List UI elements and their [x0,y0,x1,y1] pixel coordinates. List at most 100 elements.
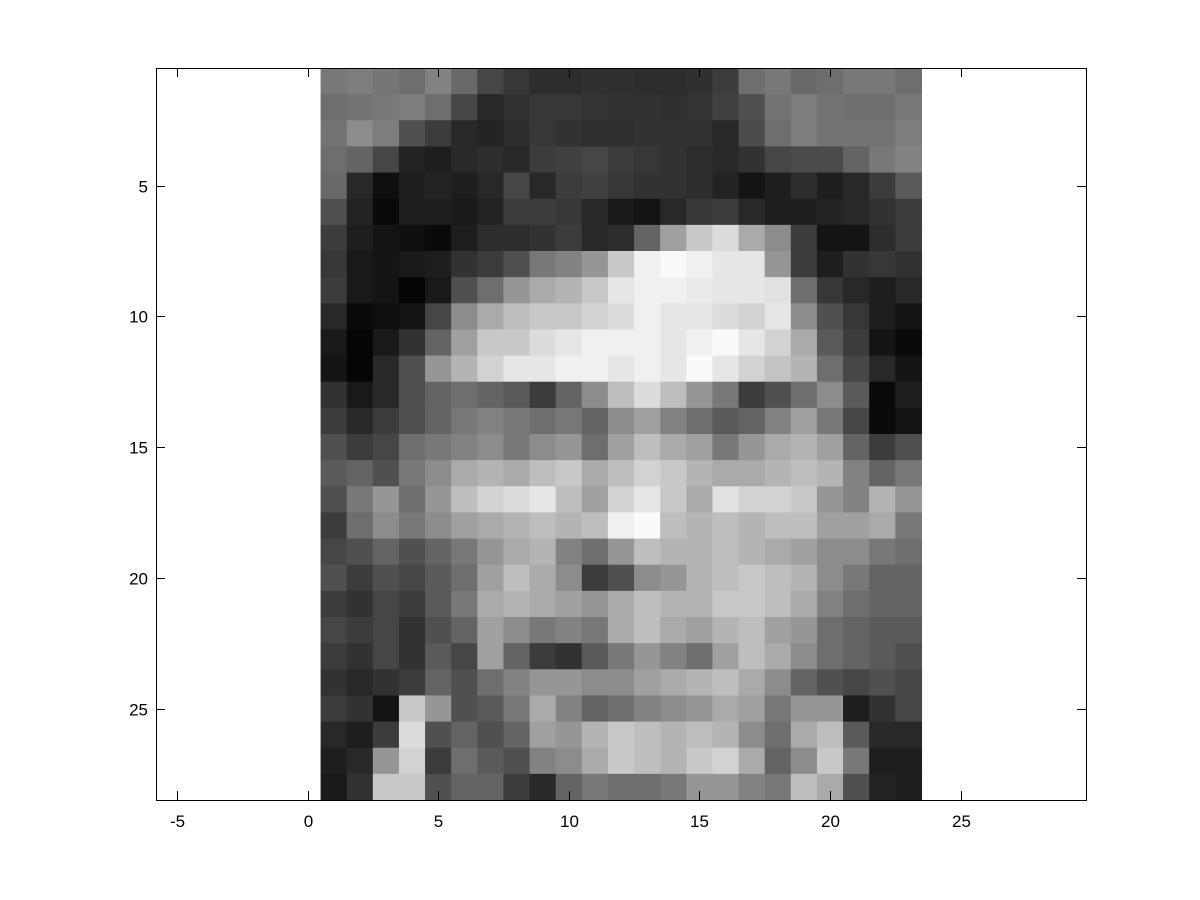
heatmap-cell [320,172,348,200]
heatmap-cell [869,224,896,252]
heatmap-cell [790,120,818,148]
heatmap-cell [895,68,923,95]
heatmap-cell [790,617,818,644]
heatmap-cell [372,381,400,409]
heatmap-cell [738,172,766,200]
heatmap-cell [555,460,583,487]
heatmap-cell [503,172,531,200]
heatmap-cell [869,120,896,148]
heatmap-cell [581,747,609,775]
heatmap-cell [503,721,531,749]
heatmap-cell [764,617,792,644]
heatmap-cell [503,120,531,148]
heatmap-cell [372,120,400,148]
heatmap-cell [555,512,583,540]
heatmap-cell [503,669,531,697]
heatmap-cell [346,198,374,226]
heatmap-cell [346,120,374,148]
heatmap-cell [843,355,870,383]
heatmap-cell [346,512,374,540]
heatmap-cell [503,617,531,644]
heatmap-cell [346,407,374,435]
heatmap-cell [477,329,505,357]
heatmap-cell [634,669,661,697]
heatmap-cell [712,721,740,749]
heatmap-cell [660,564,687,592]
heatmap-cell [816,721,844,749]
heatmap-cell [843,303,870,331]
heatmap-cell [581,120,609,148]
heatmap-cell [790,538,818,566]
heatmap-cell [425,721,452,749]
heatmap-cell [869,617,896,644]
heatmap-cell [869,68,896,95]
heatmap-cell [790,564,818,592]
heatmap-cell [529,747,557,775]
heatmap-cell [398,277,426,304]
heatmap-cell [320,407,348,435]
heatmap-cell [451,407,478,435]
heatmap-cell [555,355,583,383]
axis-ticks [156,68,1086,800]
heatmap-cell [451,669,478,697]
heatmap-cell [843,669,870,697]
heatmap-cell [425,146,452,174]
heatmap-cell [738,329,766,357]
heatmap-cell [816,277,844,304]
heatmap-cell [346,146,374,174]
heatmap-cell [843,146,870,174]
heatmap-cell [398,407,426,435]
heatmap-cell [790,747,818,775]
heatmap-cell [712,669,740,697]
heatmap-cell [738,695,766,723]
heatmap-cell [764,460,792,487]
heatmap-cell [320,617,348,644]
heatmap-cell [503,224,531,252]
heatmap-cell [738,721,766,749]
heatmap-cell [451,224,478,252]
heatmap-cell [869,277,896,304]
heatmap-cell [320,695,348,723]
heatmap-cell [660,94,687,121]
heatmap-cell [529,120,557,148]
heatmap-cell [346,721,374,749]
heatmap-cell [477,198,505,226]
heatmap-cell [581,773,609,801]
heatmap-cell [555,669,583,697]
heatmap-cell [477,643,505,670]
heatmap-cell [738,68,766,95]
heatmap-cell [686,277,714,304]
heatmap-cell [581,538,609,566]
heatmap-cell [816,407,844,435]
heatmap-cell [607,198,635,226]
heatmap-cell [320,94,348,121]
heatmap-cell [816,120,844,148]
heatmap-cell [398,695,426,723]
heatmap-cell [398,224,426,252]
heatmap-cell [764,94,792,121]
heatmap-cell [346,617,374,644]
heatmap-cell [869,198,896,226]
heatmap-cell [738,747,766,775]
heatmap-cell [712,460,740,487]
heatmap-cell [581,94,609,121]
y-tick-label: 5 [139,178,148,197]
heatmap-cell [660,277,687,304]
heatmap-cell [634,407,661,435]
heatmap-cell [477,747,505,775]
heatmap-cell [372,512,400,540]
heatmap-cell [790,721,818,749]
heatmap-cell [634,94,661,121]
heatmap-cell [660,460,687,487]
heatmap-cell [843,277,870,304]
heatmap-cell [843,68,870,95]
heatmap-cell [581,721,609,749]
heatmap-cell [607,94,635,121]
heatmap-cell [346,251,374,278]
heatmap-cell [660,224,687,252]
heatmap-cell [712,486,740,514]
heatmap-cell [764,669,792,697]
heatmap-cell [555,747,583,775]
heatmap-cell [555,120,583,148]
heatmap-cell [372,68,400,95]
